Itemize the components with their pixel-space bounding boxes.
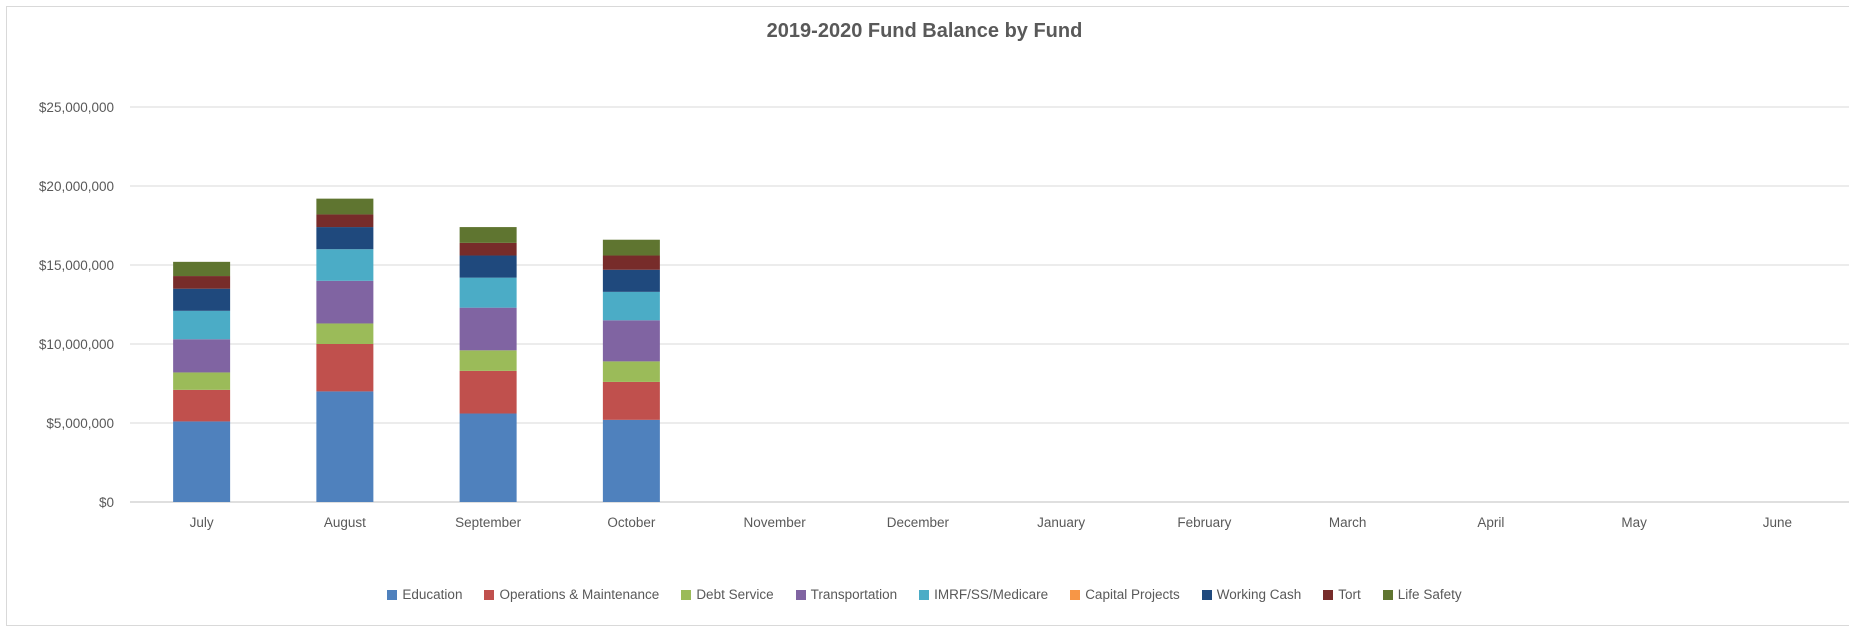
x-tick-label: September	[455, 515, 522, 530]
y-tick-label: $15,000,000	[39, 258, 114, 273]
legend-swatch	[1382, 589, 1393, 600]
bar-segment	[602, 381, 660, 420]
bar-segment	[316, 344, 374, 392]
bar-segment	[459, 255, 517, 278]
legend-item: Working Cash	[1201, 587, 1302, 602]
bar-segment	[316, 198, 374, 215]
bar-segment	[459, 370, 517, 414]
legend-item: IMRF/SS/Medicare	[919, 587, 1048, 602]
bar-segment	[459, 242, 517, 256]
bar-segment	[173, 288, 231, 311]
x-tick-label: May	[1621, 515, 1647, 530]
legend-item: Life Safety	[1382, 587, 1462, 602]
x-tick-label: March	[1329, 515, 1367, 530]
legend-swatch	[1323, 589, 1334, 600]
legend-item: Capital Projects	[1070, 587, 1180, 602]
bar-segment	[602, 291, 660, 321]
legend-item: Transportation	[795, 587, 898, 602]
legend-label: Capital Projects	[1085, 587, 1180, 602]
bar-segment	[602, 361, 660, 382]
x-tick-label: December	[887, 515, 950, 530]
bar-segment	[316, 280, 374, 324]
bar-segment	[173, 261, 231, 277]
x-tick-label: June	[1763, 515, 1792, 530]
legend-label: Tort	[1338, 587, 1361, 602]
x-tick-label: August	[324, 515, 366, 530]
bar-segment	[316, 249, 374, 281]
legend-item: Debt Service	[681, 587, 774, 602]
bar-segment	[316, 391, 374, 502]
x-tick-label: July	[190, 515, 214, 530]
legend-label: Working Cash	[1216, 587, 1302, 602]
bar-segment	[459, 413, 517, 502]
legend-swatch	[484, 589, 495, 600]
y-tick-label: $0	[99, 495, 114, 510]
bar-segment	[602, 239, 660, 256]
legend-item: Operations & Maintenance	[484, 587, 659, 602]
legend-swatch	[681, 589, 692, 600]
x-tick-label: October	[607, 515, 656, 530]
y-tick-label: $10,000,000	[39, 337, 114, 352]
y-tick-label: $5,000,000	[46, 416, 114, 431]
legend-swatch	[919, 589, 930, 600]
legend-label: Transportation	[810, 587, 898, 602]
bar-segment	[173, 389, 231, 422]
bar-segment	[173, 372, 231, 390]
bar-segment	[459, 350, 517, 371]
legend-swatch	[387, 589, 398, 600]
bar-segment	[316, 323, 374, 344]
legend-swatch	[795, 589, 806, 600]
legend-label: IMRF/SS/Medicare	[934, 587, 1049, 602]
bar-segment	[602, 269, 660, 292]
bar-segment	[173, 339, 231, 373]
y-tick-label: $20,000,000	[39, 179, 114, 194]
bar-segment	[602, 255, 660, 270]
legend-item: Education	[387, 587, 462, 602]
legend-label: Operations & Maintenance	[499, 587, 660, 602]
bar-segment	[459, 307, 517, 351]
bar-segment	[316, 227, 374, 250]
bar-segment	[459, 227, 517, 243]
legend-swatch	[1201, 589, 1212, 600]
chart-legend: Education Operations & Maintenance Debt Se…	[0, 587, 1849, 602]
x-tick-label: January	[1037, 515, 1085, 530]
x-tick-label: April	[1477, 515, 1504, 530]
bar-segment	[173, 310, 231, 340]
legend-swatch	[1070, 589, 1081, 600]
x-tick-label: February	[1177, 515, 1231, 530]
bar-segment	[173, 276, 231, 289]
bar-segment	[316, 214, 374, 228]
bar-segment	[459, 277, 517, 308]
y-tick-label: $25,000,000	[39, 100, 114, 115]
legend-item: Tort	[1323, 587, 1361, 602]
legend-label: Life Safety	[1397, 587, 1462, 602]
bar-segment	[173, 421, 231, 502]
bar-segment	[602, 320, 660, 362]
bar-segment	[602, 419, 660, 502]
chart-title: 2019-2020 Fund Balance by Fund	[766, 20, 1083, 42]
legend-label: Education	[402, 587, 463, 602]
legend-label: Debt Service	[696, 587, 774, 602]
x-tick-label: November	[743, 515, 806, 530]
